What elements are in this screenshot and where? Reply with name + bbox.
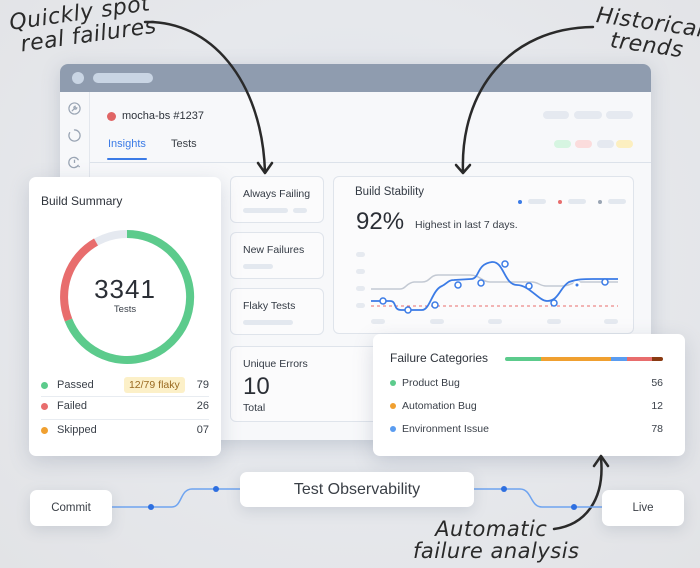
- unique-errors-caption: Total: [243, 402, 266, 414]
- row-value: 07: [196, 424, 209, 436]
- card-unique-errors[interactable]: Unique Errors 10 Total: [230, 346, 390, 422]
- status-dot: [107, 111, 116, 121]
- tab-insights[interactable]: Insights: [107, 138, 147, 160]
- wrench-icon[interactable]: [68, 102, 81, 115]
- build-summary-total-label: Tests: [113, 304, 137, 315]
- node-label: Commit: [51, 502, 91, 514]
- category-row-environment-issue[interactable]: Environment Issue 78: [390, 423, 663, 435]
- summary-row-failed[interactable]: Failed 26: [41, 400, 209, 412]
- summary-row-skipped[interactable]: Skipped 07: [41, 424, 209, 436]
- stability-legend: [518, 199, 626, 204]
- category-row-automation-bug[interactable]: Automation Bug 12: [390, 400, 663, 412]
- legend-skeleton: [528, 199, 546, 204]
- build-summary-donut: [60, 229, 195, 364]
- passed-dot: [41, 381, 48, 389]
- card-always-failing[interactable]: Always Failing: [230, 176, 324, 223]
- failure-categories-bar: [505, 357, 663, 361]
- legend-dot-gray: [598, 199, 602, 204]
- legend-dot-blue: [518, 199, 522, 204]
- product-bug-dot: [390, 380, 396, 386]
- pipeline-node-live[interactable]: Live: [602, 490, 684, 526]
- bar-segment-product: [505, 357, 542, 361]
- window-dot: [72, 72, 84, 84]
- node-label: Live: [632, 502, 654, 514]
- legend-skeleton: [568, 199, 586, 204]
- chart-points: [379, 260, 609, 314]
- row-divider: [41, 419, 209, 420]
- card-new-failures[interactable]: New Failures: [230, 232, 324, 279]
- row-divider: [41, 396, 209, 397]
- environment-issue-dot: [390, 426, 396, 432]
- status-pill-red: [575, 140, 592, 148]
- pipeline-node-commit[interactable]: Commit: [30, 490, 112, 526]
- status-pill-gray: [597, 140, 614, 148]
- skipped-dot: [41, 426, 48, 434]
- failure-categories-title: Failure Categories: [390, 351, 489, 365]
- row-value: 12: [651, 400, 663, 412]
- header-pill: [574, 111, 602, 119]
- skeleton-line: [243, 208, 288, 213]
- category-row-product-bug[interactable]: Product Bug 56: [390, 377, 663, 389]
- stability-line-chart: [356, 252, 618, 324]
- legend-skeleton: [608, 199, 626, 204]
- row-label: Failed: [57, 400, 87, 412]
- skeleton-line: [243, 320, 293, 325]
- card-build-summary[interactable]: Build Summary 3341 Tests Passed 12/79 fl…: [29, 177, 221, 456]
- card-title: Build Stability: [355, 186, 425, 198]
- row-value: 26: [196, 400, 209, 412]
- annotation-quickly-spot: Quickly spot real failures: [8, 0, 158, 58]
- bar-segment-unknown: [651, 357, 663, 361]
- card-title: Unique Errors: [243, 358, 308, 370]
- bar-segment-environment: [610, 357, 627, 361]
- automation-bug-dot: [390, 403, 396, 409]
- project-header: mocha-bs #1237: [107, 110, 204, 122]
- row-value: 56: [651, 377, 663, 389]
- row-label: Automation Bug: [402, 400, 477, 412]
- refresh-alert-icon[interactable]: [68, 156, 81, 169]
- pipeline-node-test-observability[interactable]: Test Observability: [240, 472, 474, 507]
- header-pill: [543, 111, 569, 119]
- card-failure-categories[interactable]: Failure Categories Product Bug 56 Automa…: [373, 334, 685, 456]
- window-titlebar: [60, 64, 651, 92]
- card-title: Always Failing: [243, 188, 311, 200]
- bar-segment-other: [626, 357, 652, 361]
- row-value: 79: [196, 379, 209, 391]
- card-flaky-tests[interactable]: Flaky Tests: [230, 288, 324, 335]
- build-summary-total: 3341: [94, 274, 156, 304]
- skeleton-line: [243, 264, 273, 269]
- status-pill-green: [554, 140, 571, 148]
- stability-value: 92%: [356, 208, 405, 235]
- bar-segment-automation: [541, 357, 611, 361]
- card-title: Flaky Tests: [243, 300, 296, 312]
- build-summary-title: Build Summary: [41, 194, 123, 208]
- unique-errors-value: 10: [243, 373, 270, 400]
- node-label: Test Observability: [293, 480, 421, 498]
- card-build-stability[interactable]: Build Stability 92% Highest in last 7 da…: [333, 176, 634, 334]
- project-name: mocha-bs #1237: [122, 110, 204, 122]
- address-bar: [93, 73, 153, 83]
- row-label: Passed: [57, 379, 94, 391]
- annotation-historical-trends: Historical trends: [592, 3, 700, 65]
- card-title: New Failures: [243, 244, 305, 256]
- row-value: 78: [651, 423, 663, 435]
- legend-dot-red: [558, 199, 562, 204]
- row-label: Skipped: [57, 424, 97, 436]
- tab-tests[interactable]: Tests: [171, 138, 197, 150]
- row-label: Environment Issue: [402, 423, 489, 435]
- loader-icon[interactable]: [68, 129, 81, 142]
- header-pill: [606, 111, 633, 119]
- row-label: Product Bug: [402, 377, 460, 389]
- annotation-automatic-analysis: Automatic failure analysis: [413, 518, 580, 562]
- summary-row-passed[interactable]: Passed 12/79 flaky 79: [41, 377, 209, 393]
- status-pill-yellow: [616, 140, 633, 148]
- failed-dot: [41, 402, 48, 410]
- skeleton-line: [293, 208, 307, 213]
- tabs-divider: [90, 162, 651, 163]
- flaky-badge[interactable]: 12/79 flaky: [123, 377, 185, 393]
- annotation-line: failure analysis: [413, 539, 580, 564]
- stability-caption: Highest in last 7 days.: [415, 219, 518, 231]
- annotation-line: Automatic: [435, 517, 548, 541]
